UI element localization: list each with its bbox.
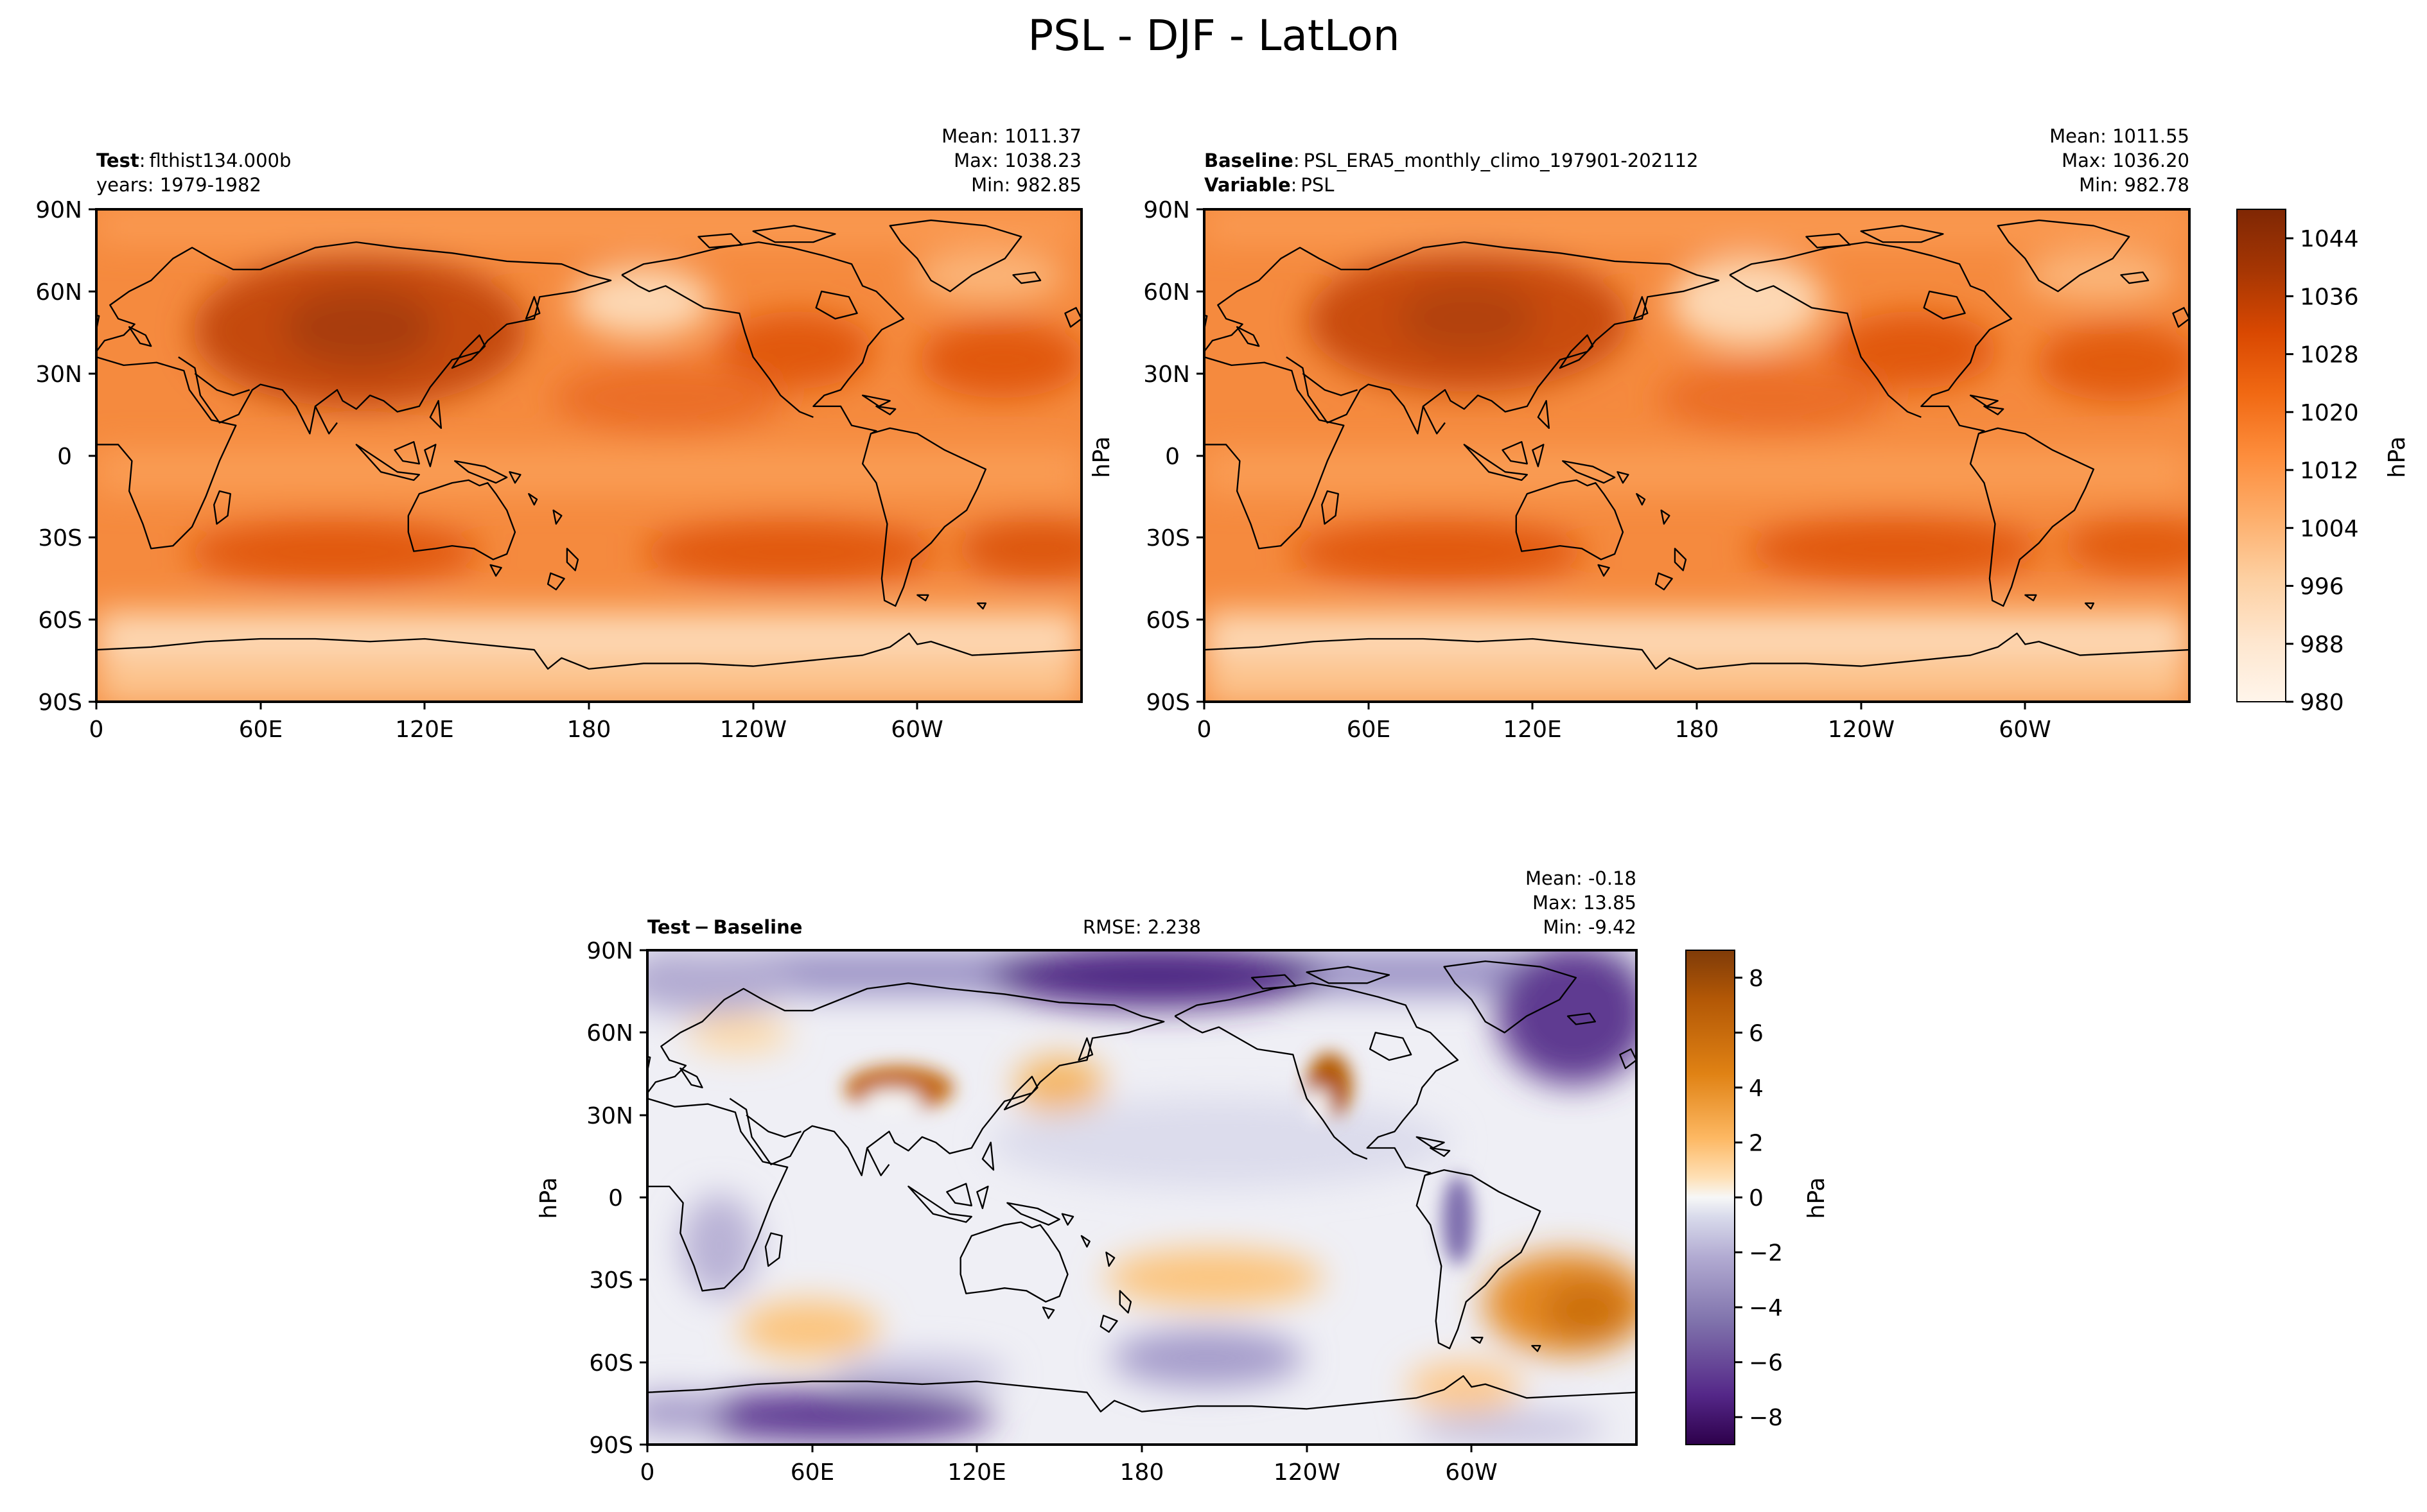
- panel-diff-mean: Mean: -0.18: [1525, 867, 1636, 889]
- panel-baseline-ylabel: hPa: [1089, 437, 1115, 478]
- lon-tick-label: 0: [1197, 717, 1212, 743]
- lat-tick-label: 60N: [586, 1020, 633, 1047]
- colorbar-tick-label: −2: [1749, 1240, 1783, 1267]
- lat-tick-label: 0: [608, 1185, 623, 1212]
- lon-tick-label: 180: [1675, 717, 1719, 743]
- lon-tick-label: 120E: [1503, 717, 1561, 743]
- lat-tick-label: 90S: [589, 1432, 633, 1459]
- lat-tick-label: 0: [1165, 444, 1180, 470]
- colorbar-bottom-ramp: [1685, 950, 1735, 1445]
- panel-diff-xaxis: 0 60E 120E 180 120W 60W: [640, 1445, 1498, 1486]
- panel-test-mean: Mean: 1011.37: [942, 125, 1082, 147]
- colorbar-top-label: hPa: [2384, 437, 2410, 478]
- colorbar-tick-label: −8: [1749, 1405, 1783, 1431]
- lat-tick-label: 60S: [1146, 607, 1190, 634]
- panel-baseline-variable: Variable: PSL: [1204, 174, 1334, 196]
- lon-tick-label: 60W: [1445, 1459, 1497, 1486]
- panel-baseline-min: Min: 982.78: [2079, 174, 2189, 196]
- lon-tick-label: 120E: [947, 1459, 1006, 1486]
- lon-tick-label: 60E: [791, 1459, 835, 1486]
- panel-baseline: 90N 60N 30N 0 30S 60S 90S hPa 0 60E 120E…: [1089, 125, 2191, 743]
- lat-tick-label: 90N: [1143, 197, 1190, 223]
- colorbar-tick-label: 988: [2300, 632, 2344, 658]
- lat-tick-label: 90S: [1146, 690, 1190, 716]
- panel-test-max: Max: 1038.23: [954, 150, 1082, 171]
- panel-test-xaxis: 0 60E 120E 180 120W 60W: [89, 702, 943, 743]
- colorbar-tick-label: 2: [1749, 1130, 1764, 1156]
- lat-tick-label: 60S: [38, 607, 82, 634]
- colorbar-tick-label: 1036: [2300, 284, 2359, 310]
- panel-test-yaxis: 90N 60N 30N 0 30S 60S 90S: [35, 197, 96, 716]
- colorbar-tick-label: 8: [1749, 966, 1764, 992]
- lat-tick-label: 30S: [38, 525, 82, 552]
- panel-baseline-mean: Mean: 1011.55: [2049, 125, 2189, 147]
- lat-tick-label: 30S: [1146, 525, 1190, 552]
- colorbar-tick-label: 1012: [2300, 458, 2359, 484]
- colorbar-tick-label: 4: [1749, 1075, 1764, 1102]
- colorbar-bottom-label: hPa: [1803, 1177, 1830, 1219]
- lat-tick-label: 60N: [35, 279, 82, 306]
- colorbar-tick-label: −6: [1749, 1350, 1783, 1377]
- lon-tick-label: 120W: [1828, 717, 1895, 743]
- panel-baseline-max: Max: 1036.20: [2062, 150, 2189, 171]
- panel-diff-min: Min: -9.42: [1543, 916, 1636, 938]
- panel-diff-yaxis: 90N 60N 30N 0 30S 60S 90S: [586, 938, 647, 1459]
- colorbar-tick-label: 1004: [2300, 516, 2359, 542]
- figure-title: PSL - DJF - LatLon: [1028, 11, 1399, 60]
- panel-diff-rmse: RMSE: 2.238: [1083, 916, 1201, 938]
- colorbar-tick-label: 0: [1749, 1185, 1764, 1212]
- colorbar-bottom-ticks: −8 −6 −4 −2 0 2 4 6 8: [1735, 966, 1783, 1431]
- lat-tick-label: 90S: [38, 690, 82, 716]
- panel-baseline-label: Baseline: PSL_ERA5_monthly_climo_197901-2…: [1204, 150, 1699, 171]
- lat-tick-label: 90N: [35, 197, 82, 223]
- colorbar-tick-label: 980: [2300, 690, 2344, 716]
- lat-tick-label: 30N: [586, 1103, 633, 1129]
- lon-tick-label: 60W: [1999, 717, 2051, 743]
- lat-tick-label: 0: [57, 444, 72, 470]
- panel-diff: 90N 60N 30N 0 30S 60S 90S hPa 0 60E 120E…: [536, 867, 1638, 1486]
- colorbar-tick-label: 996: [2300, 574, 2344, 600]
- lat-tick-label: 60N: [1143, 279, 1190, 306]
- panel-baseline-yaxis: 90N 60N 30N 0 30S 60S 90S: [1143, 197, 1204, 716]
- lon-tick-label: 60W: [891, 717, 943, 743]
- panel-diff-max: Max: 13.85: [1532, 892, 1636, 914]
- colorbar-top: 980 988 996 1004 1012 1020 1028 1036 1044 hPa: [2236, 209, 2410, 716]
- lat-tick-label: 30N: [35, 361, 82, 388]
- lon-tick-label: 180: [567, 717, 611, 743]
- lon-tick-label: 60E: [239, 717, 283, 743]
- colorbar-tick-label: 6: [1749, 1020, 1764, 1047]
- lat-tick-label: 60S: [589, 1350, 633, 1377]
- colorbar-tick-label: −4: [1749, 1295, 1783, 1321]
- panel-diff-label: Test − Baseline: [647, 916, 802, 938]
- lat-tick-label: 30N: [1143, 361, 1190, 388]
- panel-test-min: Min: 982.85: [971, 174, 1082, 196]
- panel-baseline-xaxis: 0 60E 120E 180 120W 60W: [1197, 702, 2051, 743]
- colorbar-top-ramp: [2236, 209, 2286, 702]
- panel-test-years: years: 1979-1982: [96, 174, 261, 196]
- lon-tick-label: 120W: [1274, 1459, 1340, 1486]
- lon-tick-label: 0: [89, 717, 104, 743]
- colorbar-bottom: −8 −6 −4 −2 0 2 4 6 8 hPa: [1685, 950, 1830, 1445]
- lat-tick-label: 90N: [586, 938, 633, 964]
- lon-tick-label: 60E: [1347, 717, 1391, 743]
- panel-test-label: Test: flthist134.000b: [96, 150, 291, 171]
- colorbar-tick-label: 1028: [2300, 342, 2359, 369]
- lon-tick-label: 120W: [720, 717, 787, 743]
- lon-tick-label: 120E: [395, 717, 453, 743]
- colorbar-tick-label: 1044: [2300, 226, 2359, 252]
- lat-tick-label: 30S: [589, 1267, 633, 1294]
- colorbar-top-ticks: 980 988 996 1004 1012 1020 1028 1036 1044: [2286, 226, 2359, 716]
- lon-tick-label: 0: [640, 1459, 655, 1486]
- panel-test: 90N 60N 30N 0 30S 60S 90S 0 60E 120E 180…: [35, 125, 1083, 743]
- panel-diff-ylabel: hPa: [536, 1177, 562, 1219]
- lon-tick-label: 180: [1120, 1459, 1164, 1486]
- colorbar-tick-label: 1020: [2300, 400, 2359, 426]
